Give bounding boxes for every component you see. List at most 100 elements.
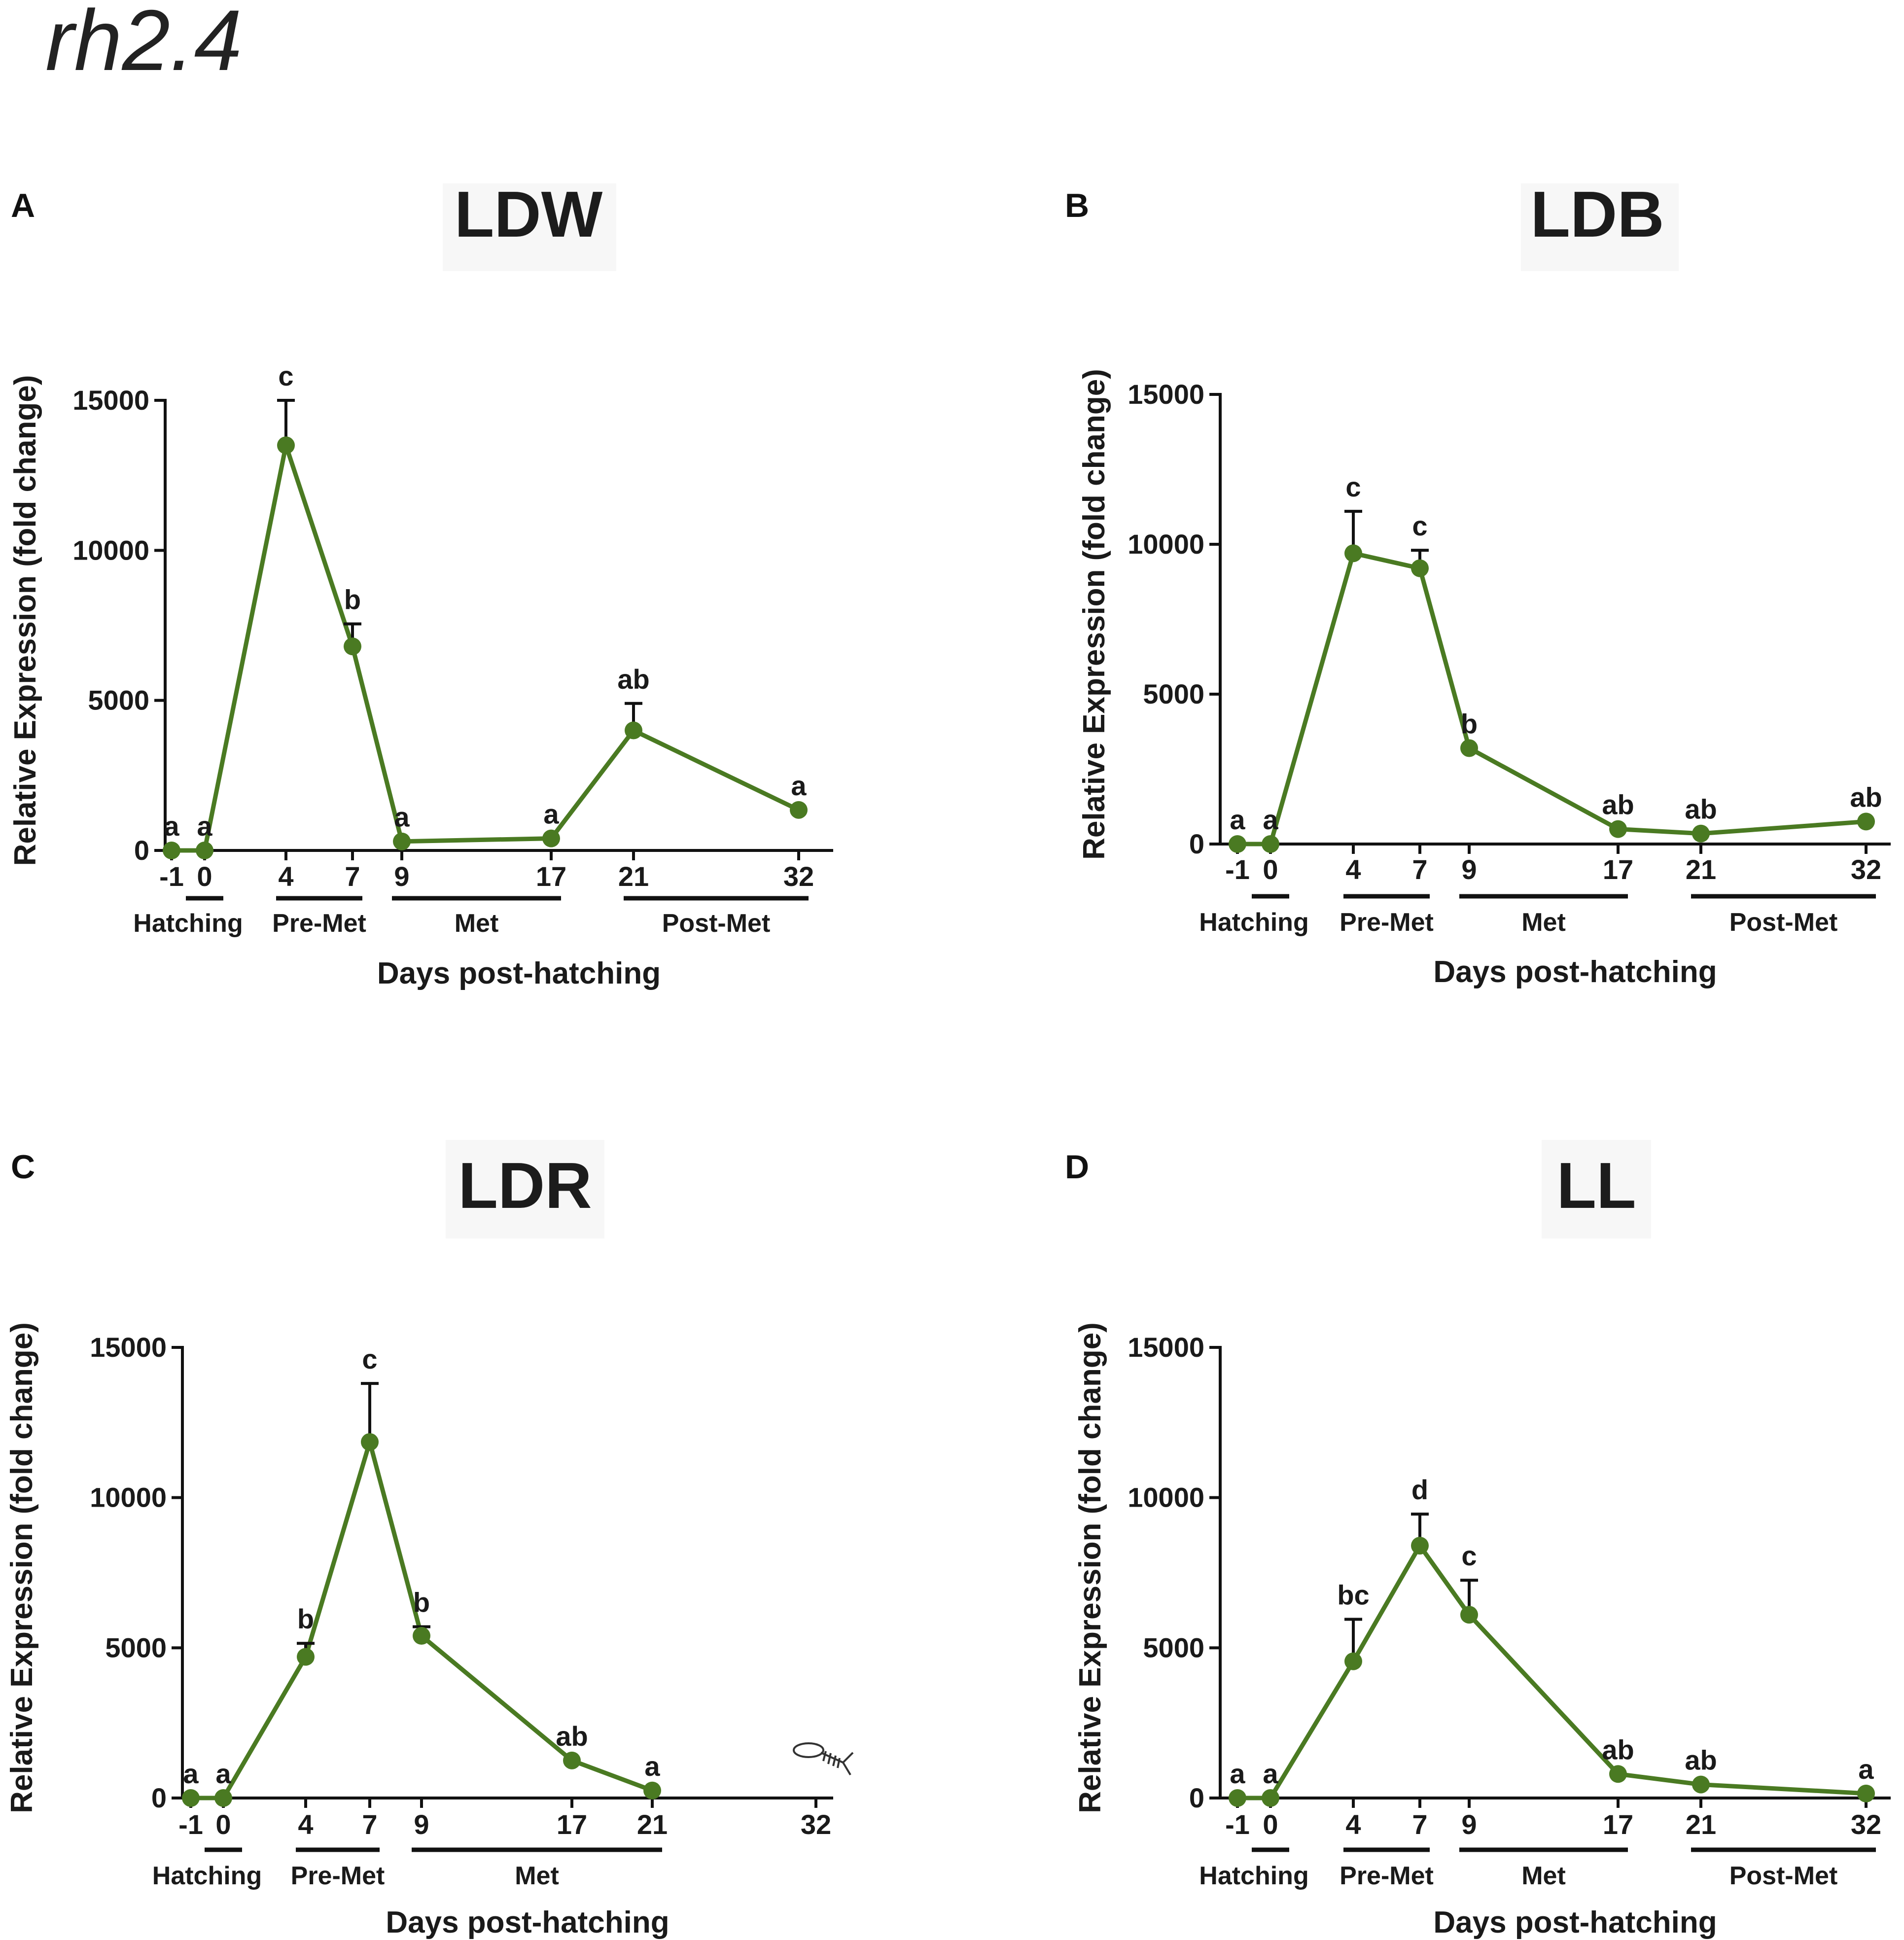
- significance-label: c: [1412, 510, 1427, 541]
- panel-letter-c: C: [11, 1148, 35, 1186]
- significance-label: bc: [1337, 1579, 1369, 1610]
- data-point: [196, 842, 213, 859]
- data-point: [1857, 812, 1875, 831]
- chart-panel-d: D LL 0 5000 10000 15000 -1 0 4 7 9 17 21 32 Days post-…: [1065, 1140, 1891, 1940]
- data-point: [1692, 824, 1710, 843]
- x-tick-label: 7: [1412, 854, 1427, 885]
- data-point: [563, 1751, 581, 1769]
- y-tick-label: 15000: [1128, 379, 1204, 410]
- data-point: [542, 829, 560, 847]
- data-point: [1692, 1775, 1710, 1794]
- data-point: [1460, 739, 1478, 757]
- significance-label: ab: [1685, 1745, 1717, 1776]
- x-tick-label: -1: [1225, 1809, 1250, 1840]
- data-point: [1411, 559, 1429, 577]
- y-tick-label: 5000: [105, 1632, 167, 1663]
- significance-label: ab: [1850, 781, 1882, 812]
- fish-icon-ribs: [822, 1751, 841, 1768]
- x-tick-label: 4: [278, 861, 293, 892]
- data-point: [1411, 1537, 1429, 1555]
- x-tick-label: 0: [197, 861, 212, 892]
- figure-title: rh2.4: [45, 0, 242, 89]
- x-tick-label: 0: [215, 1809, 231, 1840]
- y-axis-title: Relative Expression (fold change): [8, 375, 42, 866]
- significance-label: c: [362, 1343, 377, 1375]
- fish-icon-tail: [842, 1752, 854, 1776]
- panel-title-d: LL: [1556, 1149, 1636, 1222]
- panel-title-box: [1521, 183, 1679, 271]
- panel-title-box: [443, 183, 616, 271]
- x-tick-label: -1: [159, 861, 184, 892]
- significance-label: b: [1461, 708, 1478, 739]
- significance-label: b: [344, 584, 361, 615]
- panel-letter-a: A: [11, 187, 35, 224]
- significance-label: c: [1345, 471, 1361, 502]
- x-tick-label: -1: [1225, 854, 1250, 885]
- stage-label: Hatching: [152, 1862, 262, 1890]
- data-point: [643, 1781, 661, 1799]
- data-point: [413, 1626, 430, 1645]
- data-point: [1229, 835, 1246, 853]
- data-point: [1609, 1765, 1627, 1783]
- stage-label: Met: [1521, 1862, 1566, 1890]
- x-tick-label: 7: [1412, 1809, 1427, 1840]
- x-axis-title: Days post-hatching: [1433, 1905, 1717, 1940]
- significance-label: b: [297, 1603, 314, 1634]
- significance-label: d: [1411, 1474, 1428, 1505]
- stage-label: Pre-Met: [272, 909, 366, 938]
- y-tick-label: 5000: [1143, 678, 1204, 709]
- significance-label: a: [1230, 804, 1245, 835]
- series-line: [1237, 551, 1867, 847]
- data-point: [1229, 1789, 1246, 1807]
- stage-label: Hatching: [133, 909, 243, 938]
- panel-letter-b: B: [1065, 187, 1089, 224]
- stage-label: Pre-Met: [291, 1862, 385, 1890]
- x-tick-label: 7: [345, 861, 360, 892]
- stage-label: Pre-Met: [1340, 1862, 1434, 1890]
- data-point: [214, 1789, 232, 1807]
- chart-panel-a: A LDW 0 5000 10000 15000 -1 0 4 7 9 17 21 32 Days post…: [8, 178, 833, 990]
- x-tick-label: 17: [536, 861, 566, 892]
- panel-title-c: LDR: [458, 1149, 592, 1222]
- data-point: [1344, 544, 1362, 563]
- significance-label: c: [1461, 1540, 1477, 1571]
- data-point: [1460, 1606, 1478, 1624]
- y-tick-label: 0: [134, 835, 149, 866]
- significance-label: a: [1230, 1758, 1245, 1789]
- significance-label: a: [644, 1751, 660, 1782]
- y-axis-title: Relative Expression (fold change): [5, 1322, 39, 1813]
- chart-panel-b: B LDB 0 5000 10000 15000 -1 0 4 7 9 17 21 32 Days post…: [1065, 178, 1891, 989]
- x-tick-label: 4: [298, 1809, 313, 1840]
- significance-label: c: [278, 360, 293, 391]
- x-axis-title: Days post-hatching: [1433, 955, 1717, 989]
- significance-label: ab: [1602, 789, 1634, 820]
- panel-title-box: [446, 1140, 604, 1238]
- data-point: [1344, 1652, 1362, 1670]
- data-point: [393, 832, 411, 850]
- x-tick-label: 32: [1851, 1809, 1881, 1840]
- y-tick-label: 0: [1189, 1782, 1204, 1813]
- data-point: [297, 1648, 315, 1666]
- x-tick-label: 21: [637, 1809, 668, 1840]
- data-point: [625, 721, 642, 740]
- x-tick-label: 32: [801, 1809, 831, 1840]
- data-point: [163, 842, 180, 859]
- stage-label: Hatching: [1199, 908, 1308, 937]
- stage-label: Met: [1521, 908, 1566, 937]
- x-tick-label: 7: [362, 1809, 377, 1840]
- data-point: [182, 1789, 200, 1807]
- x-tick-label: 9: [414, 1809, 429, 1840]
- stage-label: Pre-Met: [1340, 908, 1434, 937]
- x-axis-title: Days post-hatching: [386, 1905, 669, 1940]
- y-tick-label: 5000: [88, 685, 149, 716]
- stage-label: Met: [455, 909, 499, 938]
- y-axis-title: Relative Expression (fold change): [1077, 369, 1111, 860]
- x-tick-label: 32: [1851, 854, 1881, 885]
- y-tick-label: 5000: [1143, 1632, 1204, 1663]
- significance-label: ab: [1685, 794, 1717, 825]
- data-point: [1262, 835, 1279, 853]
- y-tick-label: 0: [1189, 828, 1204, 859]
- x-tick-label: 32: [783, 861, 814, 892]
- data-point: [344, 637, 361, 656]
- significance-label: a: [215, 1758, 231, 1789]
